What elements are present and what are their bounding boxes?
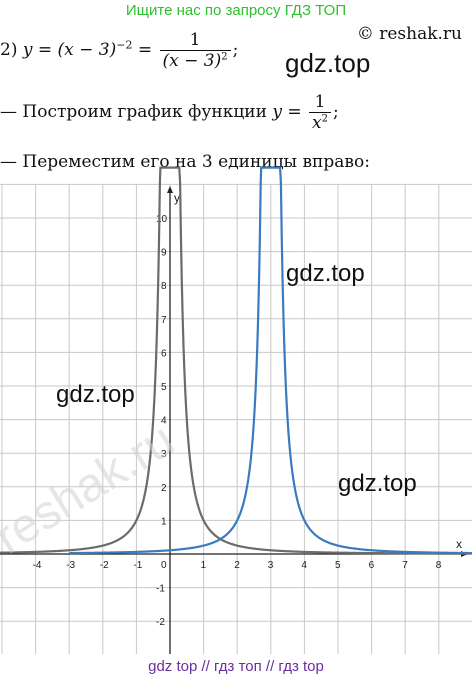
step1-text: — Построим график функции (0, 102, 267, 122)
x-axis-label: x (456, 537, 462, 551)
watermark-1: gdz.top (285, 48, 371, 78)
x-tick-label: 2 (234, 560, 240, 571)
curve-1-over-x-squared-right (170, 166, 472, 555)
top-banner: Ищите нас по запросу ГДЗ ТОП (125, 2, 347, 19)
curves (0, 166, 472, 555)
task-lhs: y = (x − 3) (22, 40, 117, 60)
task-equals: = (137, 40, 153, 60)
step1-denominator: x (312, 113, 322, 133)
step1-line: — Построим график функции y = 1 x2 ; (0, 92, 339, 133)
y-tick-label: 6 (161, 348, 167, 359)
x-tick-label: -2 (100, 560, 109, 571)
task-line: 2) y = (x − 3)−2 = 1 (x − 3)2 ; (0, 30, 238, 71)
x-tick-label: 8 (436, 560, 442, 571)
y-tick-label: 2 (161, 483, 167, 494)
watermark-4: gdz.top (338, 470, 417, 497)
task-fraction: 1 (x − 3)2 (159, 30, 231, 71)
x-tick-label: 3 (268, 560, 274, 571)
y-tick-label: 5 (161, 382, 167, 393)
task-number: 2) (0, 40, 18, 60)
x-tick-label: 0 (161, 560, 167, 571)
x-tick-label: 1 (201, 560, 207, 571)
y-axis-arrow (167, 186, 173, 193)
x-tick-label: 5 (335, 560, 341, 571)
curve-1-over-x-minus-3-squared-right (270, 166, 472, 555)
y-tick-label: 1 (161, 516, 167, 527)
step1-fraction: 1 x2 (309, 92, 331, 133)
y-tick-label: 8 (161, 281, 167, 292)
step1-end: ; (332, 102, 339, 122)
y-tick-label: 9 (161, 248, 167, 259)
watermark-3: gdz.top (56, 381, 135, 408)
grid (0, 183, 472, 654)
copyright: © reshak.ru (356, 24, 462, 44)
x-tick-label: -4 (33, 560, 42, 571)
y-tick-label: 3 (161, 449, 167, 460)
curve-1-over-x-minus-3-squared-left (69, 166, 271, 555)
y-tick-label: 4 (161, 416, 167, 427)
task-denominator: (x − 3) (162, 51, 222, 71)
x-tick-label: -1 (133, 560, 142, 571)
y-tick-label: 10 (156, 214, 168, 225)
x-tick-label: 4 (301, 560, 307, 571)
y-tick-label: 7 (161, 315, 167, 326)
task-den-exponent: 2 (221, 51, 228, 63)
step1-numerator: 1 (309, 92, 331, 113)
step1-lhs: y = (272, 102, 302, 122)
tick-labels: -4 -3 -2 -1 0 1 2 3 4 5 6 7 8 10 9 8 7 6 5 4 3 2 1 -1 -2 (33, 214, 442, 628)
curve-1-over-x-squared-left (0, 166, 170, 554)
step1-den-exponent: 2 (321, 113, 328, 125)
x-tick-label: 7 (402, 560, 408, 571)
x-tick-label: 6 (369, 560, 375, 571)
footer: gdz top // гдз топ // гдз top (148, 658, 324, 675)
y-tick-label: -1 (156, 584, 165, 595)
task-end: ; (232, 40, 239, 60)
reshak-watermark: reshak.ru (0, 413, 184, 564)
y-tick-label: -2 (156, 617, 165, 628)
task-numerator: 1 (159, 30, 231, 51)
watermark-2: gdz.top (286, 260, 365, 287)
task-exponent: −2 (116, 38, 133, 52)
y-axis-label: y (174, 191, 180, 205)
x-tick-label: -3 (66, 560, 75, 571)
